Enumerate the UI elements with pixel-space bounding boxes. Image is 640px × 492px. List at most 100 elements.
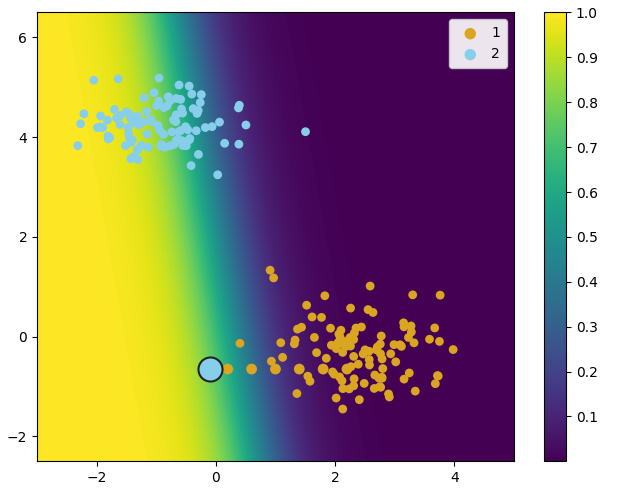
1	[235, 339, 245, 347]
1	[399, 323, 409, 331]
2	[133, 146, 143, 154]
1	[334, 330, 344, 338]
2	[76, 120, 86, 128]
2	[171, 111, 181, 119]
2	[126, 155, 136, 163]
2	[147, 118, 157, 125]
2	[113, 75, 124, 83]
1	[335, 333, 345, 341]
2	[171, 94, 181, 102]
2	[185, 135, 195, 143]
1	[349, 329, 360, 337]
1	[377, 373, 387, 381]
1	[376, 383, 386, 391]
1	[448, 345, 458, 353]
1	[358, 350, 368, 358]
2	[177, 109, 188, 117]
2	[212, 171, 223, 179]
2	[176, 126, 186, 134]
1	[335, 373, 345, 381]
1	[331, 345, 341, 353]
2	[193, 151, 204, 158]
1	[374, 374, 384, 382]
2	[136, 141, 147, 149]
2	[196, 91, 207, 98]
1	[409, 339, 419, 347]
1	[290, 336, 300, 344]
1	[338, 405, 348, 413]
1	[336, 326, 346, 334]
2	[154, 126, 164, 134]
1	[399, 319, 409, 327]
1	[371, 346, 381, 354]
2	[169, 140, 179, 148]
2	[165, 142, 175, 150]
1	[354, 396, 364, 403]
1	[435, 338, 445, 345]
2	[109, 105, 120, 113]
1	[390, 358, 401, 366]
2	[173, 128, 184, 136]
2	[300, 128, 310, 136]
1	[429, 324, 440, 332]
Point	[223, 365, 233, 373]
1	[364, 361, 374, 369]
2	[167, 128, 177, 136]
1	[433, 371, 443, 379]
2	[139, 94, 149, 102]
2	[214, 118, 225, 126]
2	[234, 140, 244, 148]
1	[325, 324, 335, 332]
Point	[294, 365, 305, 373]
2	[171, 136, 181, 144]
2	[103, 132, 113, 140]
2	[234, 104, 244, 112]
1	[363, 306, 373, 313]
1	[353, 360, 364, 368]
1	[276, 339, 286, 347]
1	[321, 354, 332, 362]
2	[177, 137, 187, 145]
1	[292, 325, 303, 333]
1	[344, 385, 355, 393]
2	[220, 139, 230, 147]
1	[408, 291, 418, 299]
2	[158, 130, 168, 138]
2	[143, 143, 154, 151]
2	[115, 112, 125, 120]
1	[395, 341, 405, 349]
2	[152, 102, 162, 110]
2	[234, 101, 244, 109]
2	[200, 123, 211, 131]
1	[389, 341, 399, 349]
1	[374, 383, 385, 391]
1	[333, 338, 343, 346]
Point	[246, 365, 257, 373]
1	[378, 365, 388, 372]
2	[115, 121, 125, 128]
2	[154, 74, 164, 82]
1	[316, 313, 326, 321]
1	[326, 341, 337, 349]
Legend: 1, 2: 1, 2	[449, 19, 507, 68]
1	[396, 342, 406, 350]
2	[188, 105, 198, 113]
2	[89, 76, 99, 84]
2	[186, 162, 196, 170]
1	[365, 282, 375, 290]
1	[346, 363, 356, 370]
2	[191, 127, 202, 135]
1	[337, 377, 347, 385]
2	[159, 104, 169, 112]
2	[175, 95, 186, 103]
1	[305, 377, 315, 385]
1	[433, 372, 444, 380]
2	[124, 134, 134, 142]
1	[338, 385, 348, 393]
1	[351, 324, 361, 332]
1	[320, 292, 330, 300]
1	[375, 340, 385, 348]
2	[102, 116, 113, 124]
1	[406, 328, 417, 336]
1	[328, 368, 338, 376]
